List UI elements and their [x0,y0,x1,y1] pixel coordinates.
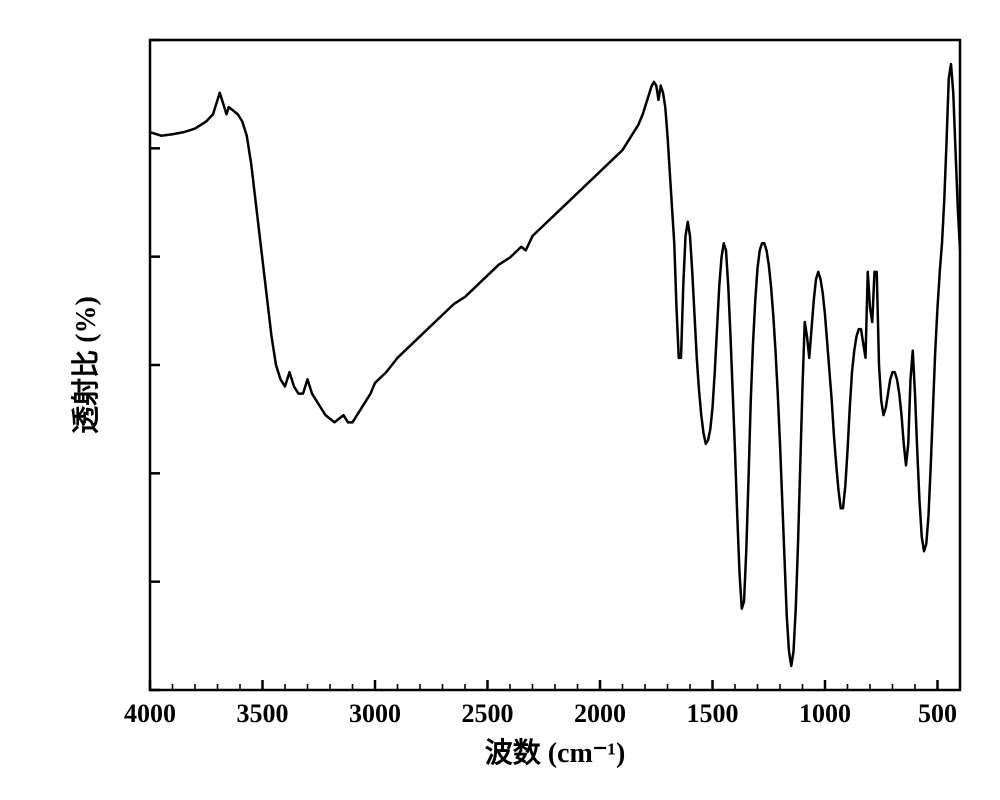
ir-spectrum-chart: 4000 3500 3000 2500 2000 1500 1000 500 波数 (cm⁻¹)… [0,0,1000,800]
x-axis-label: 波数 (cm⁻¹) [485,737,626,769]
x-tick-label: 1500 [687,699,739,728]
spectrum-line [150,64,960,666]
x-tick-label: 2000 [574,699,626,728]
x-tick-label: 3000 [349,699,401,728]
x-tick-label: 1000 [799,699,851,728]
x-tick-label: 500 [918,699,957,728]
x-tick-label: 3500 [237,699,289,728]
y-axis-label: 透射比 (%) [70,296,102,434]
chart-svg: 4000 3500 3000 2500 2000 1500 1000 500 波数 (cm⁻¹)… [0,0,1000,800]
x-tick-label: 2500 [462,699,514,728]
x-tick-label: 4000 [124,699,176,728]
